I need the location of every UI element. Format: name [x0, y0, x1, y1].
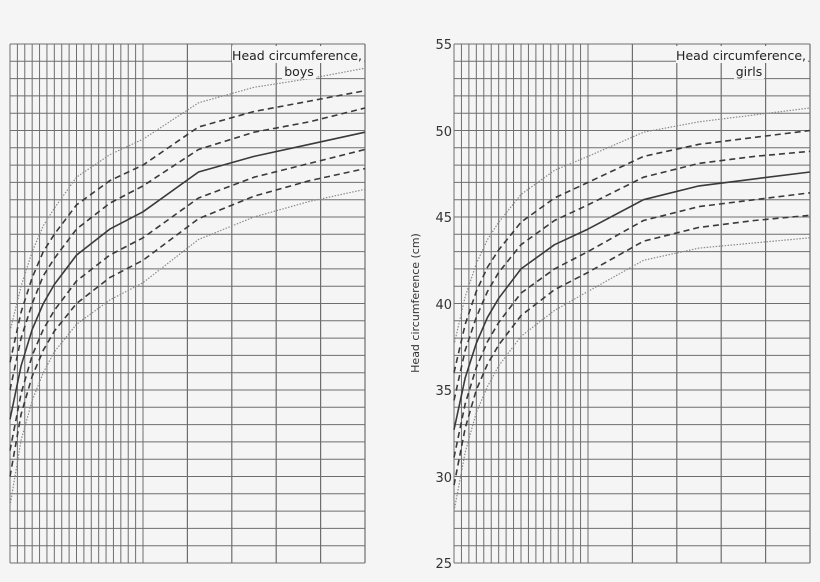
curve-p50 [9, 131, 366, 420]
y-tick-35: 35 [435, 384, 452, 399]
curve-p2 [9, 188, 366, 506]
curve-p75 [453, 150, 811, 401]
girls-title-line2: girls [736, 64, 763, 79]
curve-p2 [453, 237, 811, 512]
y-tick-25: 25 [435, 557, 452, 572]
girls-plot: Head circumference (cm) 55 50 45 40 35 3… [409, 38, 811, 572]
curve-p91 [9, 89, 366, 363]
curve-p25 [453, 192, 811, 458]
curve-p25 [9, 148, 366, 451]
curve-p91 [453, 129, 811, 373]
y-tick-30: 30 [435, 471, 452, 486]
y-tick-40: 40 [435, 298, 452, 313]
chart-girls: Head circumference (cm) 55 50 45 40 35 3… [400, 0, 820, 582]
boys-title: Head circumference, boys [232, 46, 364, 79]
y-axis-label: Head circumference (cm) [409, 233, 422, 373]
curve-p50 [453, 171, 811, 430]
boys-title-line2: boys [284, 64, 314, 79]
y-tick-50: 50 [435, 125, 452, 140]
boys-grid [9, 43, 366, 564]
y-tick-45: 45 [435, 211, 452, 226]
girls-grid [453, 43, 811, 564]
curve-p9 [453, 214, 811, 486]
curve-p75 [9, 107, 366, 391]
boys-plot: Head circumference, boys [9, 43, 366, 564]
girls-title-line1: Head circumference, [676, 48, 806, 63]
curve-p98 [453, 107, 811, 346]
boys-curves [9, 67, 366, 506]
girls-curves [453, 107, 811, 512]
boys-title-line1: Head circumference, [232, 48, 362, 63]
girls-title: Head circumference, girls [676, 46, 808, 79]
y-tick-55: 55 [435, 38, 452, 53]
curve-p98 [9, 67, 366, 332]
y-axis: Head circumference (cm) 55 50 45 40 35 3… [409, 38, 452, 572]
chart-boys: Head circumference, boys [0, 0, 400, 582]
